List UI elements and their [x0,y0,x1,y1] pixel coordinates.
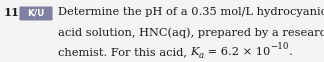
Text: 11.: 11. [4,7,24,18]
Text: K: K [191,47,199,57]
Text: acid solution, HNC(aq), prepared by a research: acid solution, HNC(aq), prepared by a re… [58,27,324,38]
Text: = 6.2 × 10: = 6.2 × 10 [204,47,271,57]
Text: chemist. For this acid,: chemist. For this acid, [58,47,191,57]
Text: a: a [199,51,204,60]
Text: K/U: K/U [27,9,45,18]
FancyBboxPatch shape [19,7,52,21]
Text: .: . [289,47,293,57]
Text: −10: −10 [271,42,289,51]
Text: Determine the pH of a 0.35 mol/L hydrocyanic: Determine the pH of a 0.35 mol/L hydrocy… [58,7,324,17]
